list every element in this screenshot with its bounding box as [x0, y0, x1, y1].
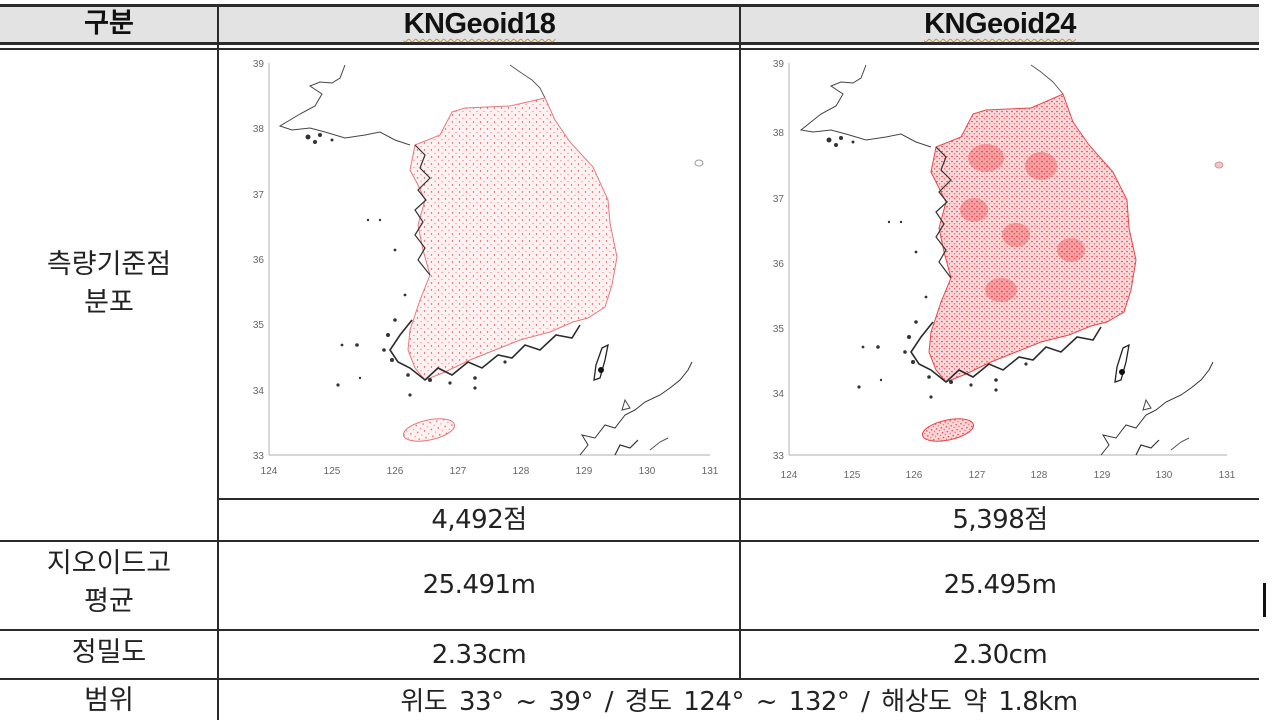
- text-cursor: [1263, 583, 1266, 617]
- header-double-border: [0, 48, 1259, 50]
- map-kngeoid18-plot: 39 38 37 36 35 34 33 124 125 126 127 128…: [253, 59, 719, 477]
- y-tick-34: 34: [253, 386, 265, 397]
- kngeoid18-precision-value: 2.33cm: [431, 640, 527, 670]
- x-tick-128: 128: [1031, 470, 1048, 481]
- range-value: 위도 33° ~ 39° / 경도 124° ~ 132° / 해상도 약 1.…: [400, 687, 1078, 717]
- header-kngeoid24: KNGeoid24: [741, 6, 1259, 42]
- row-label-distribution-line2: 분포: [84, 287, 134, 318]
- y-tick-36: 36: [253, 255, 265, 266]
- row-label-precision: 정밀도: [71, 637, 147, 668]
- map-kngeoid24: 39 38 37 36 35 34 33 124 125 126 127 128…: [741, 50, 1259, 498]
- row-border-maps: [218, 498, 1259, 500]
- y-tick-39: 39: [253, 59, 265, 70]
- map-kngeoid18: 39 38 37 36 35 34 33 124 125 126 127 128…: [220, 50, 739, 498]
- header-kngeoid24-label: KNGeoid24: [924, 8, 1076, 40]
- x-tick-130: 130: [1156, 470, 1173, 481]
- y-tick-36: 36: [773, 259, 785, 270]
- row-label-distribution: 측량기준점 분포: [0, 246, 218, 322]
- kngeoid24-point-count: 5,398점: [952, 505, 1048, 535]
- row-border-count: [0, 540, 1259, 542]
- header-top-border: [0, 4, 1259, 7]
- column-divider-2: [739, 4, 741, 680]
- header-kngeoid18: KNGeoid18: [220, 6, 739, 42]
- x-tick-129: 129: [1094, 470, 1111, 481]
- y-tick-39: 39: [773, 59, 785, 70]
- row-border-mean: [0, 629, 1259, 631]
- x-tick-128: 128: [513, 466, 530, 477]
- x-tick-131: 131: [1219, 470, 1236, 481]
- x-tick-125: 125: [324, 466, 341, 477]
- x-tick-124: 124: [781, 470, 798, 481]
- y-tick-33: 33: [253, 451, 265, 462]
- kngeoid18-point-count: 4,492점: [431, 505, 527, 535]
- row-label-range: 범위: [84, 685, 134, 716]
- row-label-mean-line2: 평균: [84, 586, 134, 617]
- x-tick-125: 125: [844, 470, 861, 481]
- x-tick-124: 124: [261, 466, 278, 477]
- row-label-mean-geoid-height: 지오이드고 평균: [0, 545, 218, 621]
- header-bottom-border: [0, 42, 1259, 45]
- map-kngeoid24-plot: 39 38 37 36 35 34 33 124 125 126 127 128…: [773, 59, 1236, 481]
- kngeoid24-mean-value: 25.495m: [943, 570, 1057, 600]
- kngeoid18-mean-value: 25.491m: [422, 570, 536, 600]
- x-tick-126: 126: [906, 470, 923, 481]
- y-tick-38: 38: [253, 124, 265, 135]
- y-tick-38: 38: [773, 128, 785, 139]
- row-label-distribution-line1: 측량기준점: [46, 249, 172, 280]
- y-tick-35: 35: [253, 320, 265, 331]
- header-kngeoid18-label: KNGeoid18: [403, 8, 556, 40]
- y-tick-33: 33: [773, 451, 785, 462]
- y-tick-34: 34: [773, 389, 785, 400]
- y-tick-37: 37: [253, 190, 265, 201]
- x-tick-129: 129: [576, 466, 593, 477]
- kngeoid24-precision-value: 2.30cm: [952, 640, 1048, 670]
- x-tick-127: 127: [969, 470, 986, 481]
- table-header: [0, 6, 1259, 42]
- y-tick-35: 35: [773, 324, 785, 335]
- row-label-mean-line1: 지오이드고: [46, 548, 172, 579]
- row-border-precision: [0, 678, 1259, 680]
- x-tick-131: 131: [702, 466, 719, 477]
- y-tick-37: 37: [773, 194, 785, 205]
- x-tick-127: 127: [450, 466, 467, 477]
- x-tick-130: 130: [639, 466, 656, 477]
- column-divider-1: [217, 4, 219, 720]
- x-tick-126: 126: [387, 466, 404, 477]
- header-category: 구분: [84, 8, 134, 39]
